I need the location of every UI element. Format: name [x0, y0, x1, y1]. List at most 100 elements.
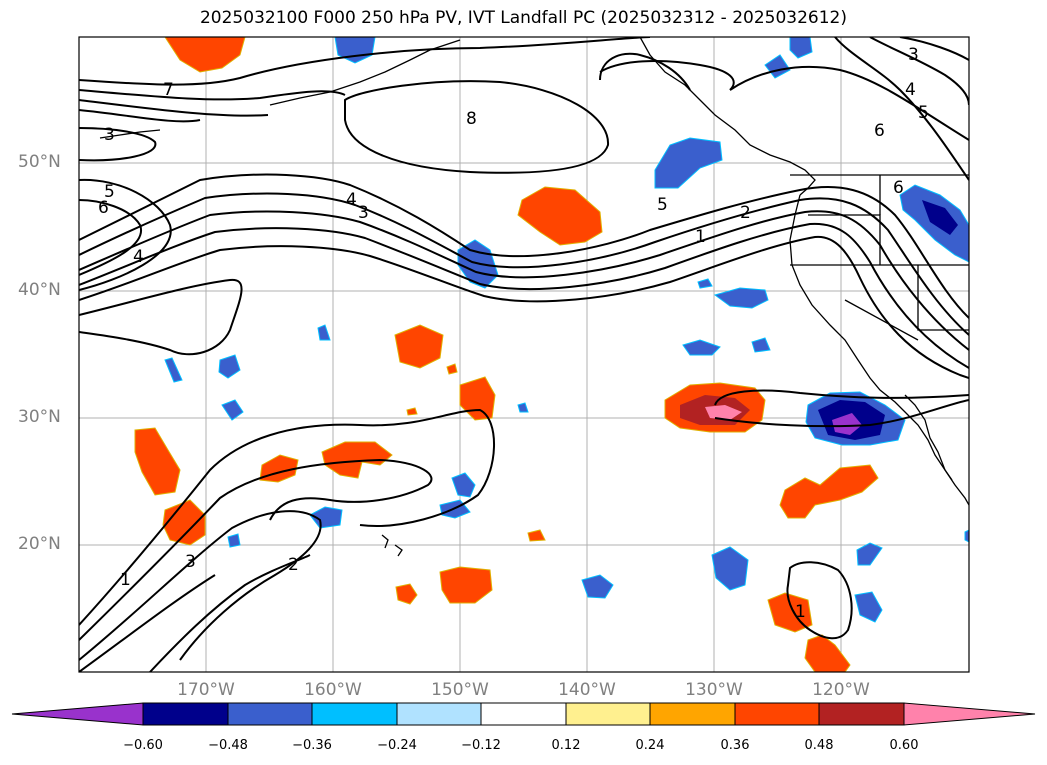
- map-area: [79, 37, 969, 672]
- colorbar-bin-7: [649, 702, 736, 726]
- contour-label: 3: [908, 45, 919, 65]
- lon-label: 140°W: [558, 680, 616, 700]
- lon-label: 120°W: [812, 680, 870, 700]
- neg-anom-16: [221, 399, 244, 421]
- contour-right-upper-2: [869, 37, 969, 106]
- contour-left-4: [79, 199, 143, 276]
- contour-label: 5: [918, 103, 929, 123]
- contour-label: 1: [795, 602, 806, 622]
- neg-anom-14: [697, 278, 713, 289]
- contour-left-3: [79, 127, 157, 162]
- lat-label: 50°N: [18, 152, 61, 172]
- contour-labels: 7 8 3 5 6 4 4 3 5 2 1 3 4 5 6 6 1 3 2 1: [98, 45, 929, 622]
- colorbar-bin-2: [227, 702, 313, 726]
- contour-label: 1: [695, 227, 706, 247]
- negative-pv-anomalies: [164, 37, 969, 623]
- contour-east-1: [714, 389, 969, 406]
- contour-7: [79, 37, 651, 86]
- contour-sub-4: [149, 554, 311, 672]
- contour-label: 6: [893, 178, 904, 198]
- contour-jet-3: [79, 210, 969, 351]
- neg-anom-25: [711, 546, 749, 591]
- baja-coast: [904, 394, 953, 481]
- neg-anom-3: [654, 137, 723, 189]
- map-frame: [78, 36, 970, 673]
- colorbar-tick: −0.36: [292, 738, 332, 753]
- colorbar-tick: 0.60: [889, 738, 919, 753]
- colorbar-bin-1: [142, 702, 229, 726]
- colorbar-bin-9: [818, 702, 905, 726]
- neg-anom-11: [713, 287, 769, 309]
- colorbar-tick: 0.36: [720, 738, 750, 753]
- contour-upper-right-bowl: [599, 52, 691, 91]
- pos-anom-4: [459, 376, 496, 421]
- neg-anom-28: [964, 529, 969, 543]
- contour-label: 5: [104, 182, 115, 202]
- contour-sw-loop: [786, 561, 853, 640]
- pos-anom-3: [394, 324, 444, 369]
- contour-sub-5: [79, 574, 216, 672]
- pos-anom-19: [406, 407, 418, 416]
- neg-anom-13: [751, 337, 771, 353]
- pos-anom-5: [134, 427, 181, 496]
- colorbar-bin-3: [311, 702, 398, 726]
- contour-label: 8: [466, 109, 477, 129]
- neg-anom-27: [856, 542, 883, 566]
- pos-anom-2: [517, 186, 603, 246]
- pos-anom-11: [527, 529, 546, 542]
- ivt-contours: [79, 37, 969, 672]
- lon-label: 130°W: [685, 680, 743, 700]
- lon-label: 170°W: [177, 680, 235, 700]
- pos-anom-8: [321, 441, 393, 479]
- contour-label: 4: [346, 190, 357, 210]
- neg-anom-10: [832, 413, 862, 435]
- colorbar-tick: −0.60: [123, 738, 163, 753]
- contour-upper-2: [79, 99, 269, 117]
- contour-label: 6: [98, 198, 109, 218]
- colorbar-bin-4: [396, 702, 482, 726]
- contour-right-upper: [834, 37, 969, 181]
- contour-east-2: [714, 399, 969, 428]
- pos-anom-18: [446, 363, 458, 375]
- contour-label: 2: [740, 203, 751, 223]
- state-border-6: [844, 299, 919, 341]
- pos-anom-1: [164, 37, 246, 73]
- neg-anom-17: [317, 324, 331, 341]
- lon-label: 160°W: [304, 680, 362, 700]
- contour-label: 4: [133, 247, 144, 267]
- contour-sub-3: [79, 510, 322, 661]
- aleutian-coast: [269, 39, 461, 106]
- contour-label: 5: [657, 195, 668, 215]
- neg-anom-20: [227, 533, 241, 548]
- neg-anom-24: [581, 574, 614, 599]
- contour-jet-2: [79, 192, 969, 336]
- lat-label: 40°N: [18, 280, 61, 300]
- pos-anom-9: [439, 566, 493, 604]
- colorbar-tick: −0.24: [377, 738, 417, 753]
- contour-left-5: [79, 178, 172, 291]
- pos-anom-14: [705, 405, 742, 420]
- contour-8: [344, 80, 610, 174]
- contour-right-3: [899, 37, 969, 61]
- colorbar-bin-5: [480, 702, 567, 726]
- contour-label: 4: [905, 80, 916, 100]
- colorbar-tick: −0.12: [461, 738, 501, 753]
- neg-anom-15: [218, 354, 241, 379]
- contour-label: 1: [120, 570, 131, 590]
- colorbar-bin-6: [565, 702, 651, 726]
- contour-sub-1: [79, 408, 496, 626]
- alaska-coast: [639, 37, 816, 196]
- contour-jet-1: [79, 173, 969, 319]
- colorbar: [11, 702, 1036, 726]
- colorbar-tick: −0.48: [208, 738, 248, 753]
- contour-6a: [79, 109, 201, 123]
- contour-right-box-2: [599, 59, 735, 91]
- contour-label: 3: [104, 125, 115, 145]
- neg-anom-12: [682, 339, 721, 356]
- colorbar-bin-8: [734, 702, 820, 726]
- colorbar-tick: 0.48: [804, 738, 834, 753]
- contour-label: 7: [163, 80, 174, 100]
- colorbar-tick: 0.12: [551, 738, 581, 753]
- colorbar-extend-high: [903, 702, 1036, 726]
- map-title: 2025032100 F000 250 hPa PV, IVT Landfall…: [199, 8, 847, 28]
